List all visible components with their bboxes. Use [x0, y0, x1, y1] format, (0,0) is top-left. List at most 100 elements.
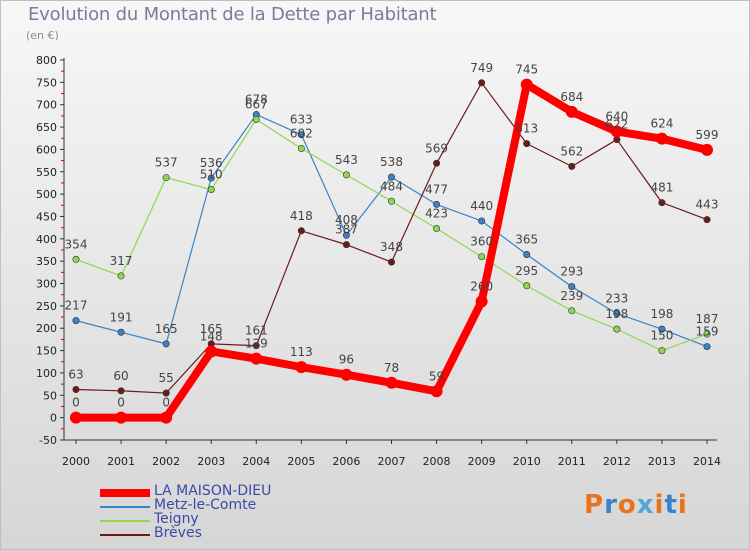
data-label: 365: [515, 232, 538, 246]
x-tick-label: 2008: [423, 455, 451, 468]
data-point: [297, 145, 305, 153]
x-tick-label: 2006: [332, 455, 360, 468]
unit-label: (en €): [26, 29, 59, 42]
y-tick-label: 750: [36, 76, 57, 89]
data-label: 60: [113, 369, 128, 383]
data-point: [342, 171, 350, 179]
legend-label: Brèves: [154, 525, 202, 541]
data-point: [387, 173, 395, 181]
data-label: 745: [515, 63, 538, 77]
data-label: 260: [470, 279, 493, 293]
data-label: 537: [155, 156, 178, 170]
data-point: [613, 325, 621, 333]
y-tick-label: 600: [36, 143, 57, 156]
data-label: 484: [380, 179, 403, 193]
data-point: [162, 340, 170, 348]
x-tick-label: 2000: [62, 455, 90, 468]
data-point: [703, 216, 711, 224]
data-point: [387, 258, 395, 266]
data-label: 418: [290, 209, 313, 223]
data-label: 78: [384, 361, 399, 375]
data-label: 440: [470, 199, 493, 213]
x-tick-label: 2005: [287, 455, 315, 468]
data-label: 536: [200, 156, 223, 170]
data-point: [430, 385, 443, 398]
data-point: [658, 347, 666, 355]
data-label: 191: [110, 310, 133, 324]
data-point: [655, 132, 668, 145]
data-point: [658, 199, 666, 207]
data-point: [342, 231, 350, 239]
data-point: [205, 345, 218, 358]
data-label: 59: [429, 369, 444, 383]
data-point: [295, 361, 308, 374]
data-point: [478, 217, 486, 225]
data-label: 148: [200, 329, 223, 343]
y-tick-label: 650: [36, 121, 57, 134]
data-point: [568, 162, 576, 170]
data-point: [703, 343, 711, 351]
data-label: 63: [68, 367, 83, 381]
data-point: [297, 227, 305, 235]
legend-swatch: [100, 534, 150, 536]
x-tick-label: 2009: [468, 455, 496, 468]
data-point: [478, 79, 486, 87]
data-point: [115, 411, 128, 424]
y-tick-label: 150: [36, 345, 57, 358]
data-label: 678: [245, 93, 268, 107]
data-label: 749: [470, 61, 493, 75]
proxiti-logo: Proxiti: [584, 490, 688, 520]
y-tick-label: 100: [36, 367, 57, 380]
data-point: [523, 282, 531, 290]
logo-letter: t: [664, 490, 678, 520]
data-label: 0: [72, 396, 80, 410]
data-point: [433, 159, 441, 167]
data-label: 622: [605, 118, 628, 132]
x-tick-label: 2003: [197, 455, 225, 468]
x-tick-label: 2001: [107, 455, 135, 468]
data-point: [520, 78, 533, 91]
x-tick-label: 2007: [378, 455, 406, 468]
data-point: [117, 387, 125, 395]
chart-title: Evolution du Montant de la Dette par Hab…: [28, 4, 437, 25]
legend-swatch: [100, 520, 150, 522]
data-point: [252, 342, 260, 350]
x-tick-label: 2002: [152, 455, 180, 468]
data-label: 423: [425, 207, 448, 221]
data-point: [523, 250, 531, 258]
data-point: [72, 317, 80, 325]
legend-swatch: [100, 506, 150, 508]
data-label: 165: [155, 322, 178, 336]
x-tick-label: 2014: [693, 455, 721, 468]
data-label: 150: [650, 329, 673, 343]
data-label: 55: [159, 371, 174, 385]
data-label: 633: [290, 113, 313, 127]
data-label: 481: [650, 181, 673, 195]
data-point: [160, 411, 173, 424]
data-point: [342, 241, 350, 249]
data-point: [387, 197, 395, 205]
data-point: [610, 125, 623, 138]
y-tick-label: 550: [36, 166, 57, 179]
logo-letter: i: [677, 490, 688, 520]
data-label: 198: [605, 307, 628, 321]
data-point: [252, 115, 260, 123]
data-point: [701, 143, 713, 156]
data-point: [297, 131, 305, 139]
data-label: 161: [245, 324, 268, 338]
y-tick-label: 50: [43, 389, 57, 402]
data-point: [478, 253, 486, 261]
data-label: 317: [110, 254, 133, 268]
data-label: 543: [335, 153, 358, 167]
data-label: 348: [380, 240, 403, 254]
x-tick-label: 2013: [648, 455, 676, 468]
data-point: [162, 389, 170, 397]
data-label: 387: [335, 223, 358, 237]
data-point: [250, 352, 263, 365]
data-point: [340, 368, 353, 381]
logo-letter: r: [604, 490, 618, 520]
legend-swatch: [100, 489, 150, 497]
data-label: 602: [290, 127, 313, 141]
data-label: 129: [245, 337, 268, 351]
